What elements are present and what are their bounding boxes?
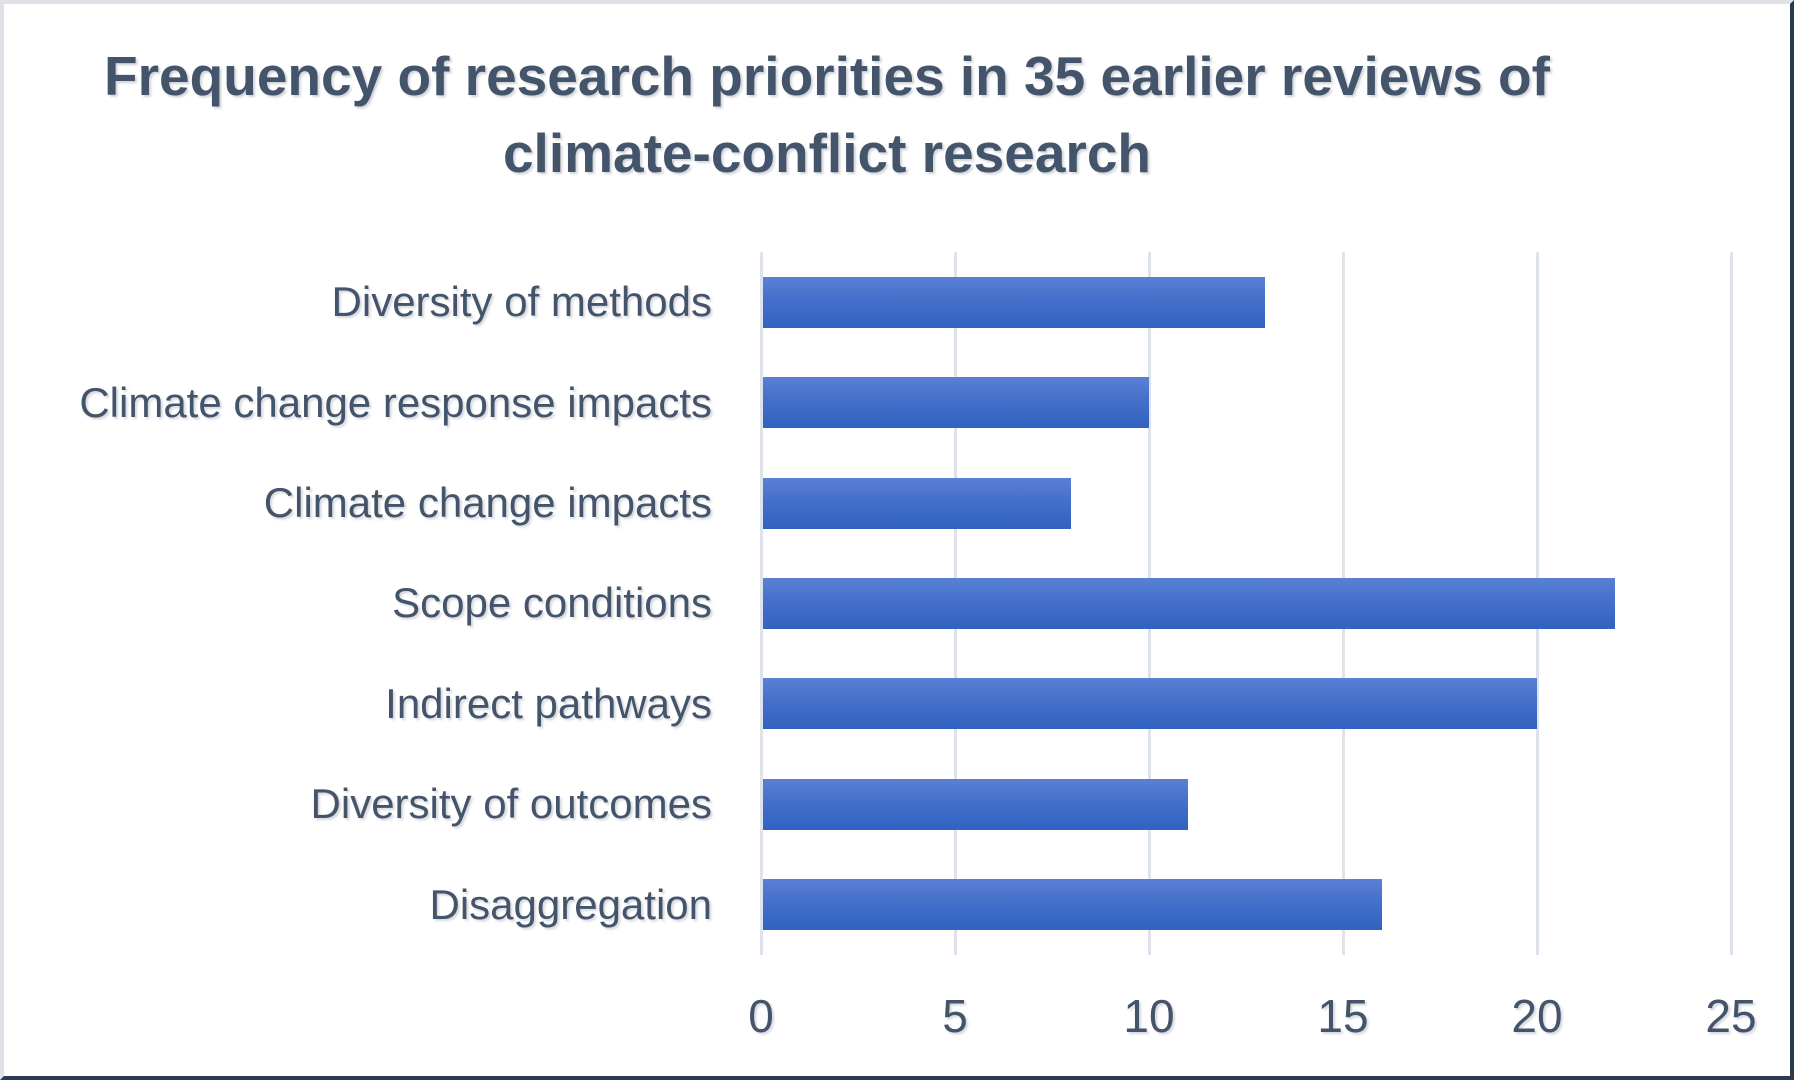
chart-row: Indirect pathways [4,654,1794,754]
chart-row: Scope conditions [4,553,1794,653]
x-axis-tick-label: 15 [1317,990,1369,1042]
category-label: Diversity of methods [331,278,712,326]
category-label: Disaggregation [429,880,712,928]
chart-title-line-2: climate-conflict research [502,122,1152,184]
bar-climate-change-response-impacts [763,377,1149,429]
bar-diversity-of-methods [763,276,1266,328]
category-label: Climate change impacts [263,479,712,527]
category-label: Indirect pathways [385,679,712,727]
chart-row: Diversity of methods [4,252,1794,352]
x-axis-tick-label: 10 [1123,990,1175,1042]
x-axis-tick-label: 5 [942,990,968,1042]
x-axis-tick-label: 25 [1705,990,1757,1042]
category-label: Scope conditions [392,579,712,627]
bar-climate-change-impacts [763,477,1072,529]
bar-disaggregation [763,879,1382,931]
bar-scope-conditions [763,577,1615,629]
x-axis: 0 5 10 15 20 25 [4,989,1794,1049]
chart-row: Diversity of outcomes [4,754,1794,854]
chart-row: Disaggregation [4,855,1794,955]
gridline-x-0 [759,252,763,955]
gridline-x-25 [1729,252,1733,955]
chart-title-line-1: Frequency of research priorities in 35 e… [104,45,1550,107]
plot-area: Diversity of methods Climate change respo… [4,252,1794,955]
chart-row: Climate change response impacts [4,352,1794,452]
chart-row: Climate change impacts [4,453,1794,553]
x-axis-tick-label: 0 [748,990,774,1042]
x-axis-tick-label: 20 [1511,990,1563,1042]
category-label: Diversity of outcomes [310,780,712,828]
category-label: Climate change response impacts [79,378,712,426]
bar-indirect-pathways [763,678,1537,730]
bar-diversity-of-outcomes [763,778,1188,830]
chart-title: Frequency of research priorities in 35 e… [4,38,1650,192]
